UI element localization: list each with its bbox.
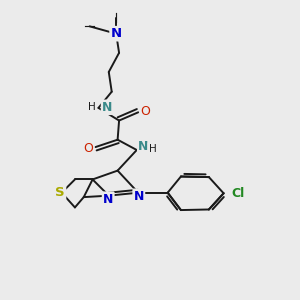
Text: N: N xyxy=(102,101,112,114)
Text: Cl: Cl xyxy=(232,187,245,200)
Text: S: S xyxy=(56,186,65,199)
Text: H: H xyxy=(88,102,95,112)
Text: O: O xyxy=(83,142,93,155)
Text: H: H xyxy=(148,143,156,154)
Text: N: N xyxy=(138,140,148,153)
Text: N: N xyxy=(103,193,113,206)
Text: O: O xyxy=(141,105,151,118)
Text: N: N xyxy=(111,27,122,40)
Text: N: N xyxy=(134,190,144,203)
